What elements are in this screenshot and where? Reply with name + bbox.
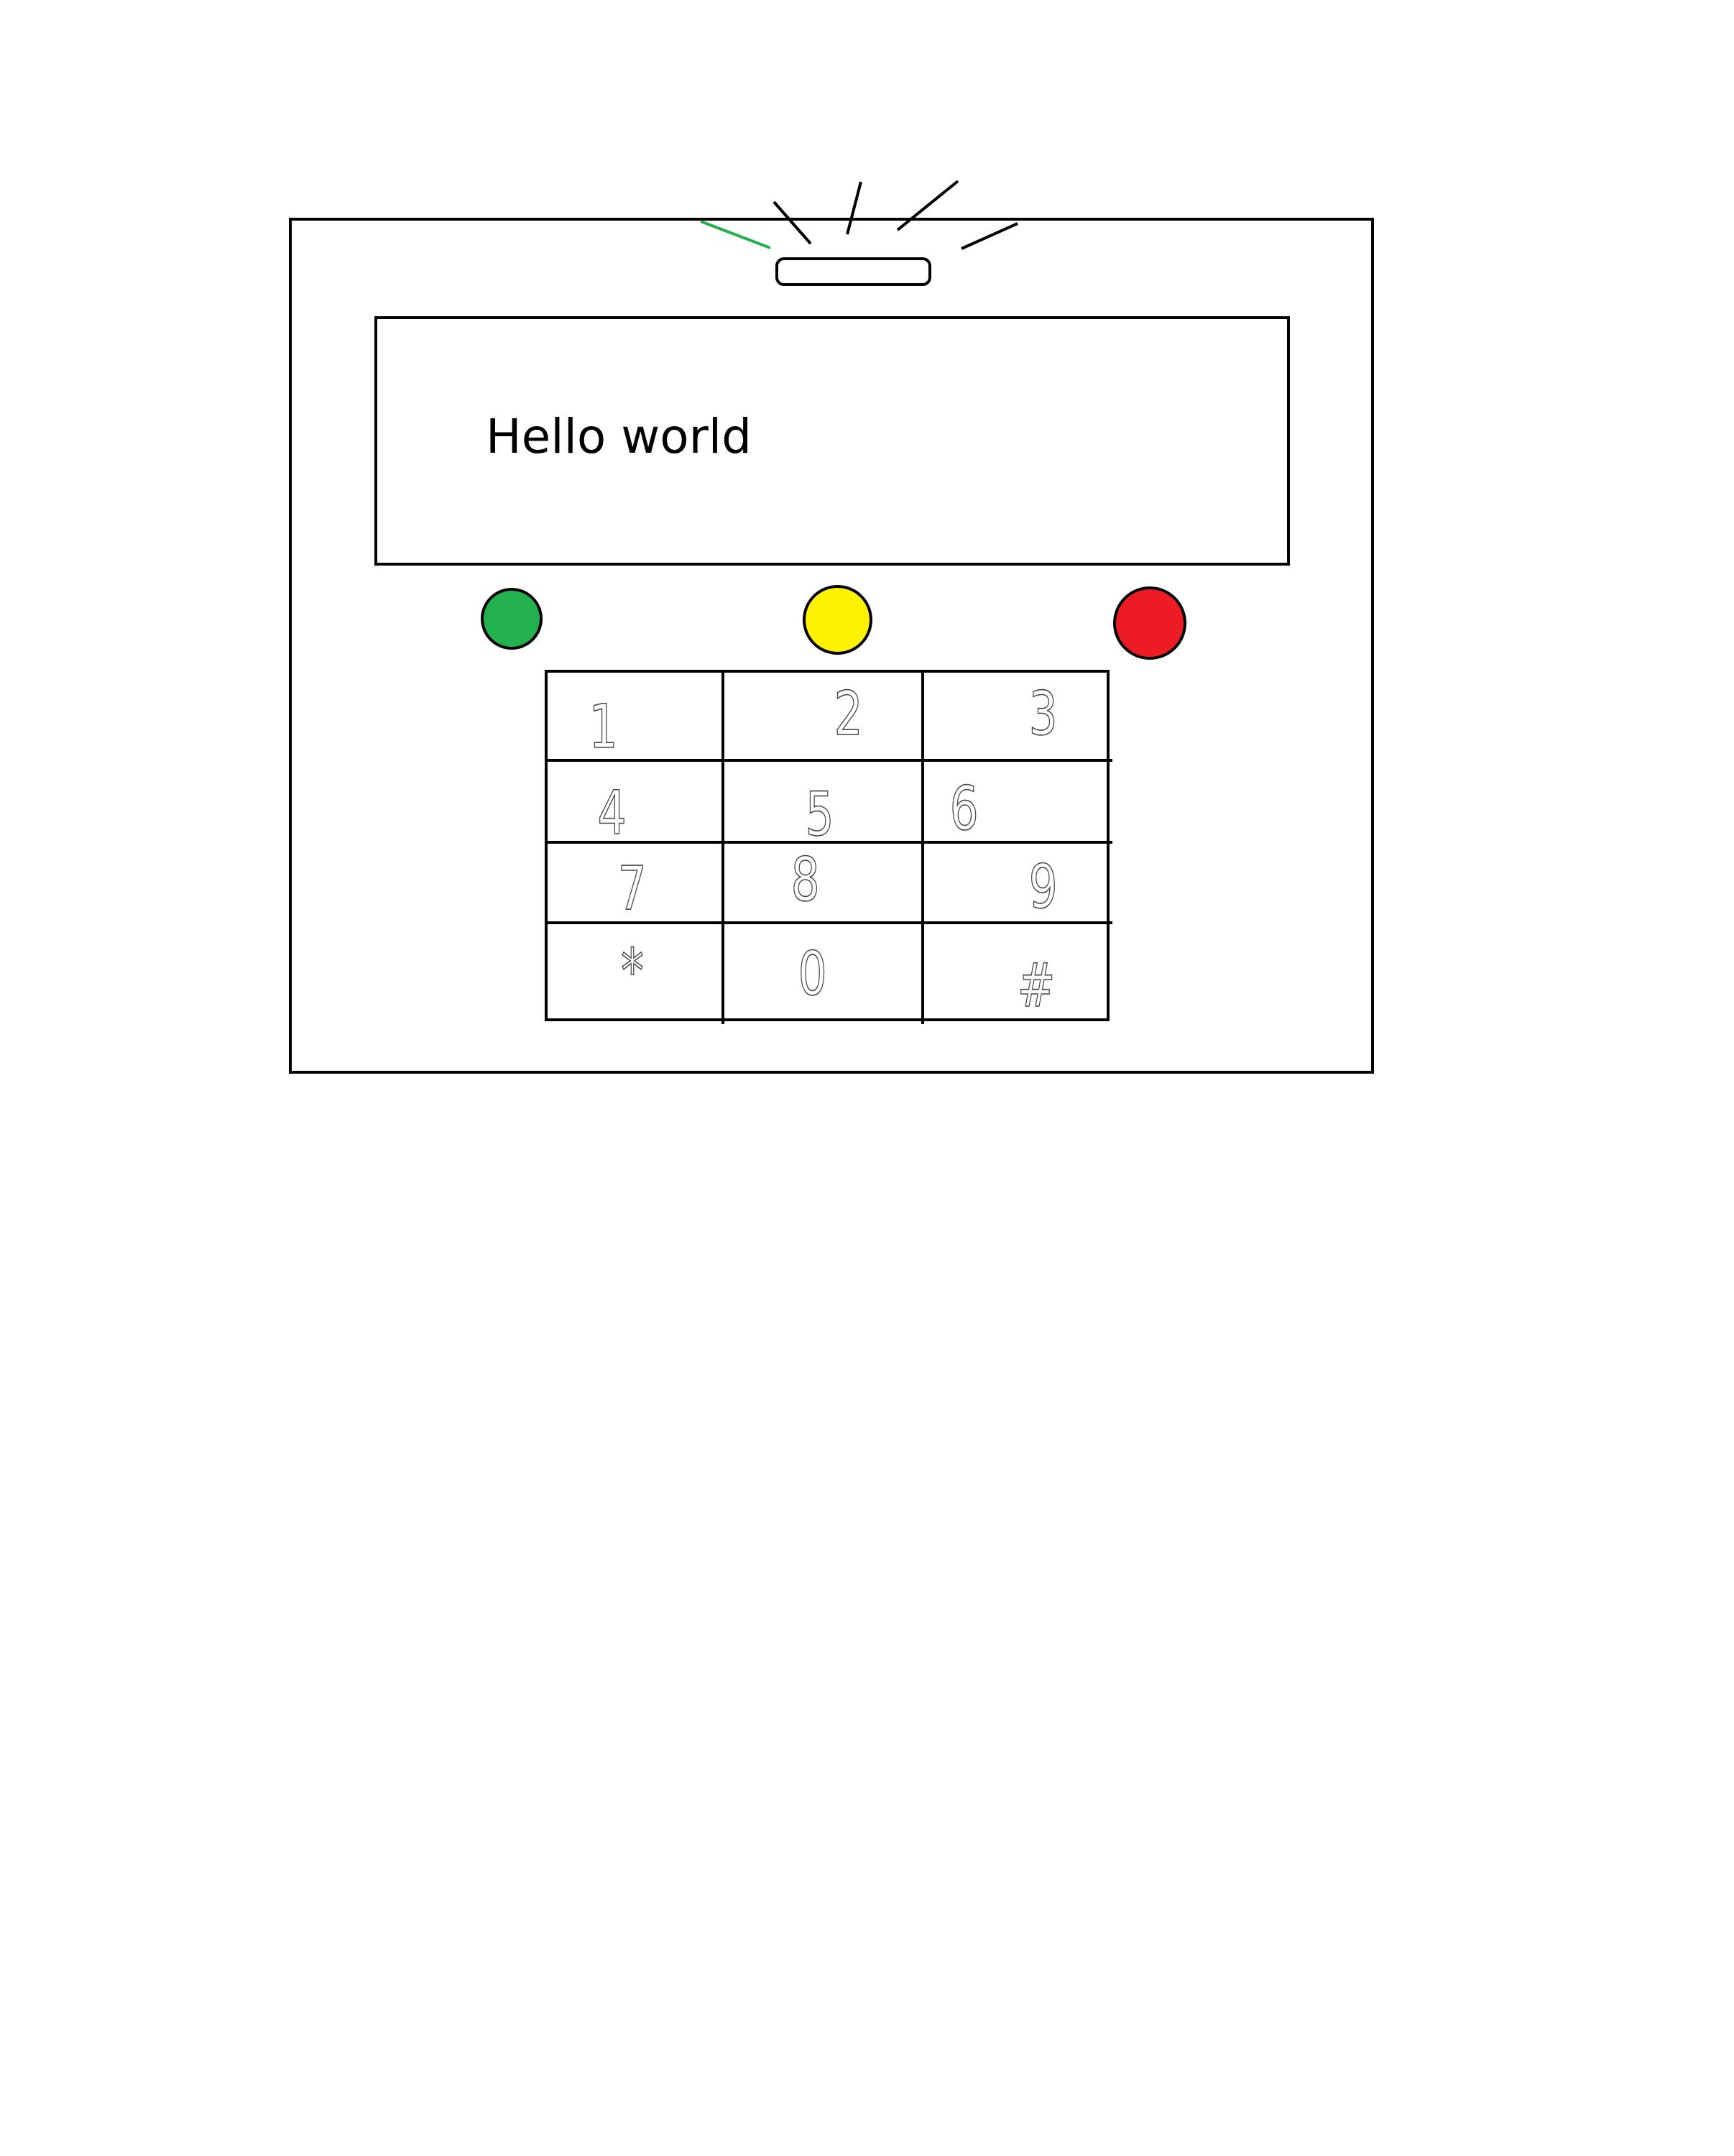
key-label: 0	[798, 938, 828, 1010]
keypad	[545, 670, 1112, 1024]
key-0[interactable]: 0	[720, 920, 920, 1021]
key-label: 3	[1028, 678, 1059, 750]
green-status-light[interactable]	[481, 588, 543, 650]
key-1[interactable]: 1	[545, 670, 720, 763]
key-5[interactable]: 5	[720, 757, 920, 850]
key-label: #	[1017, 949, 1056, 1021]
key-label: 8	[790, 844, 821, 916]
red-status-light[interactable]	[1113, 586, 1186, 660]
indicator-light	[775, 257, 931, 286]
key-6[interactable]: 6	[920, 757, 1110, 844]
key-label: 9	[1028, 851, 1059, 923]
key-4[interactable]: 4	[545, 757, 720, 849]
key-label: *	[621, 935, 645, 1007]
key-8[interactable]: 8	[720, 839, 920, 920]
key-2[interactable]: 2	[720, 670, 920, 757]
key-label: 5	[805, 778, 835, 850]
display-screen: Hello world	[374, 316, 1290, 566]
key-label: 2	[834, 678, 864, 750]
key-9[interactable]: 9	[920, 839, 1110, 923]
key-label: 4	[597, 777, 627, 849]
key-label: 1	[589, 691, 619, 763]
key-star[interactable]: *	[545, 920, 720, 1021]
keypad-grid	[548, 673, 1112, 1024]
key-label: 7	[617, 852, 647, 924]
key-3[interactable]: 3	[920, 670, 1110, 757]
yellow-status-light[interactable]	[803, 585, 872, 655]
key-label: 6	[949, 773, 979, 844]
key-7[interactable]: 7	[545, 839, 720, 924]
display-text: Hello world	[486, 409, 752, 464]
key-hash[interactable]: #	[920, 920, 1110, 1021]
